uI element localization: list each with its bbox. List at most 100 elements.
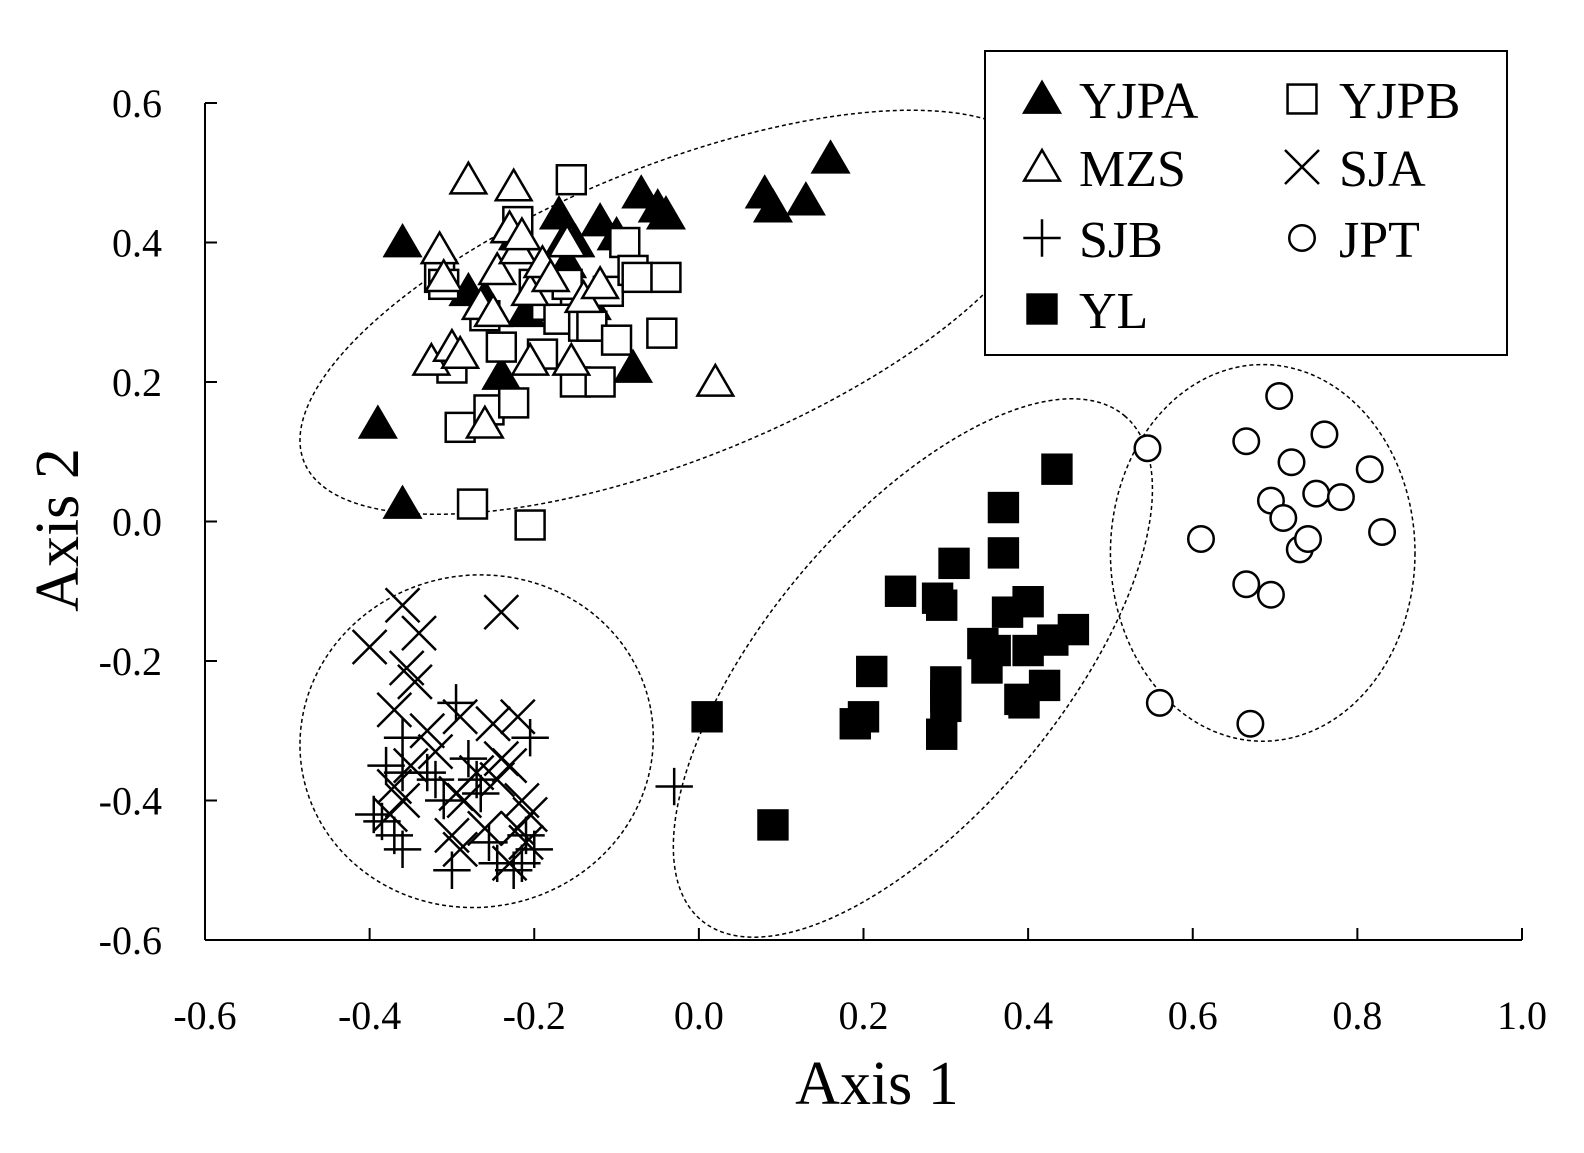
y-tick-label: 0.6 xyxy=(112,81,162,126)
point-yjpb xyxy=(650,261,682,294)
point-yjpa xyxy=(612,348,654,383)
cluster-ellipse xyxy=(672,398,1154,938)
point-yjpa xyxy=(752,188,793,223)
point-sjb xyxy=(470,823,508,862)
x-tick-label: -0.2 xyxy=(503,993,566,1038)
point-yjpb xyxy=(621,261,653,294)
point-mzs xyxy=(464,404,505,439)
point-mzs xyxy=(530,257,571,293)
point-sjb xyxy=(383,719,422,757)
point-yjpb xyxy=(456,488,489,520)
point-sjb xyxy=(408,753,446,792)
legend-label-mzs: MZS xyxy=(1079,141,1186,198)
point-yjpa xyxy=(810,139,851,174)
y-tick-label: -0.2 xyxy=(99,639,162,684)
legend-label-jpt: JPT xyxy=(1339,212,1420,269)
point-sja xyxy=(384,782,421,819)
point-yl xyxy=(1041,453,1073,485)
point-sjb xyxy=(355,795,393,834)
point-jpt xyxy=(1269,504,1298,533)
legend: YJPA MZS SJB YL YJPB SJA JPT xyxy=(984,50,1508,356)
point-yjpa xyxy=(785,181,826,216)
point-mzs xyxy=(423,257,464,293)
point-yl xyxy=(757,809,789,841)
point-jpt xyxy=(1232,570,1261,599)
point-yl xyxy=(925,589,958,621)
legend-label-sja: SJA xyxy=(1339,141,1426,198)
series-sjb xyxy=(355,684,693,889)
point-sja xyxy=(392,747,429,784)
point-yjpa xyxy=(538,195,579,230)
point-jpt xyxy=(1256,580,1285,609)
point-yl xyxy=(1012,586,1044,618)
y-axis-title: Axis 2 xyxy=(24,448,92,612)
cluster-ellipse xyxy=(299,109,1050,516)
point-mzs xyxy=(510,341,551,376)
point-yjpb xyxy=(497,387,530,419)
x-tick-label: -0.4 xyxy=(338,993,401,1038)
point-sja xyxy=(376,691,413,728)
point-sjb xyxy=(494,851,533,889)
point-yjpb xyxy=(514,509,546,541)
point-sjb xyxy=(511,719,549,757)
point-jpt xyxy=(1133,434,1162,463)
point-sja xyxy=(483,594,520,631)
point-mzs xyxy=(580,264,621,300)
point-sjb xyxy=(375,816,414,855)
point-sja xyxy=(401,615,437,651)
point-sjb xyxy=(449,739,488,778)
point-mzs xyxy=(551,341,592,376)
point-yjpb xyxy=(584,366,616,398)
x-tick-label: 1.0 xyxy=(1497,993,1547,1038)
point-jpt xyxy=(1310,420,1339,449)
point-yjpa xyxy=(645,195,686,230)
point-sjb xyxy=(367,746,405,785)
legend-marker-yjpa xyxy=(1021,79,1063,114)
point-sja xyxy=(397,664,433,700)
point-mzs xyxy=(448,160,489,195)
point-jpt xyxy=(1277,448,1306,477)
point-yl xyxy=(691,701,723,733)
cluster-ellipse xyxy=(1109,363,1416,742)
legend-label-yjpb: YJPB xyxy=(1339,73,1460,130)
point-yjpb xyxy=(600,324,633,356)
point-jpt xyxy=(1145,688,1174,717)
point-sjb xyxy=(416,760,455,799)
point-sja xyxy=(466,810,503,847)
point-yl xyxy=(1028,669,1061,702)
legend-marker-yjpb xyxy=(1286,83,1318,115)
point-sjb xyxy=(457,760,496,799)
legend-label-sjb: SJB xyxy=(1079,212,1163,269)
point-yjpa xyxy=(357,404,398,439)
x-tick-label: 0.2 xyxy=(839,993,889,1038)
point-jpt xyxy=(1302,479,1331,508)
point-yjpb xyxy=(646,317,678,349)
point-jpt xyxy=(1326,483,1355,512)
x-tick-label: 0.6 xyxy=(1168,993,1218,1038)
cluster-ellipse xyxy=(299,574,655,909)
point-yl xyxy=(925,718,958,750)
point-jpt xyxy=(1232,427,1261,456)
point-sja xyxy=(409,712,446,749)
y-tick-label: -0.4 xyxy=(99,779,162,824)
series-mzs xyxy=(411,160,736,439)
y-tick-label: 0.0 xyxy=(112,500,162,545)
legend-label-yl: YL xyxy=(1079,283,1148,340)
point-yjpa xyxy=(382,484,423,519)
y-tick-label: 0.2 xyxy=(112,360,162,405)
point-yl xyxy=(930,690,962,723)
point-mzs xyxy=(501,216,542,251)
point-sja xyxy=(351,629,388,665)
legend-label-yjpa: YJPA xyxy=(1079,73,1199,130)
point-jpt xyxy=(1355,455,1384,484)
point-sjb xyxy=(383,830,422,869)
axes: -0.6 -0.4 -0.2 0.0 0.2 0.4 0.6 0.8 1.0 0.6 0.4 0.2 0… xyxy=(99,81,1547,1038)
point-sjb xyxy=(462,774,500,813)
point-sja xyxy=(491,747,528,784)
x-tick-label: -0.6 xyxy=(173,993,236,1038)
series-jpt xyxy=(1133,381,1397,738)
point-sjb xyxy=(515,830,553,869)
legend-box xyxy=(984,50,1508,356)
point-sja xyxy=(442,698,479,735)
